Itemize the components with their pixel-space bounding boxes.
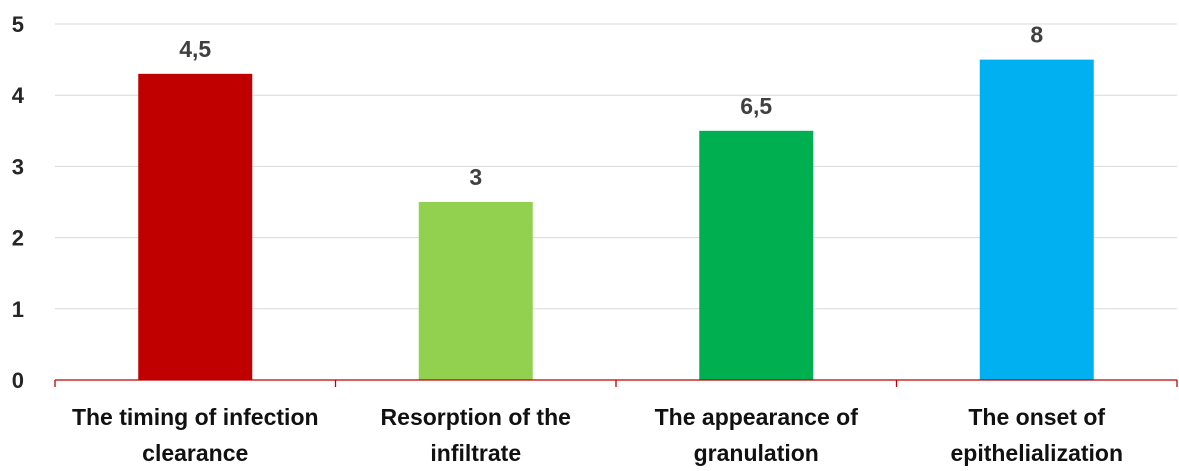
- x-axis: [54, 379, 1178, 387]
- category-label: clearance: [142, 440, 248, 466]
- y-tick-label: 4: [12, 83, 25, 108]
- data-labels: 4,5 3 6,5 8: [179, 22, 1043, 190]
- y-tick-label: 1: [12, 297, 24, 322]
- bar: [138, 73, 253, 380]
- data-label: 4,5: [179, 36, 211, 62]
- y-tick-labels: 0 1 2 3 4 5: [12, 12, 25, 393]
- y-tick-label: 3: [12, 154, 24, 179]
- y-tick-label: 5: [12, 12, 24, 37]
- category-label: Resorption of the: [381, 404, 571, 430]
- category-label: The onset of: [968, 404, 1105, 430]
- category-labels: The timing of infection clearance Resorpti…: [72, 404, 1123, 466]
- category-label: epithelialization: [950, 440, 1123, 466]
- y-tick-label: 0: [12, 368, 24, 393]
- category-label: The timing of infection: [72, 404, 319, 430]
- data-label: 6,5: [740, 93, 772, 119]
- bar: [979, 59, 1094, 380]
- data-label: 3: [469, 164, 482, 190]
- category-label: granulation: [694, 440, 819, 466]
- bar: [418, 202, 533, 380]
- category-label: The appearance of: [655, 404, 859, 430]
- y-tick-label: 2: [12, 226, 24, 251]
- data-label: 8: [1030, 22, 1043, 48]
- category-label: infiltrate: [430, 440, 521, 466]
- bars: [138, 59, 1094, 380]
- bar: [699, 130, 814, 380]
